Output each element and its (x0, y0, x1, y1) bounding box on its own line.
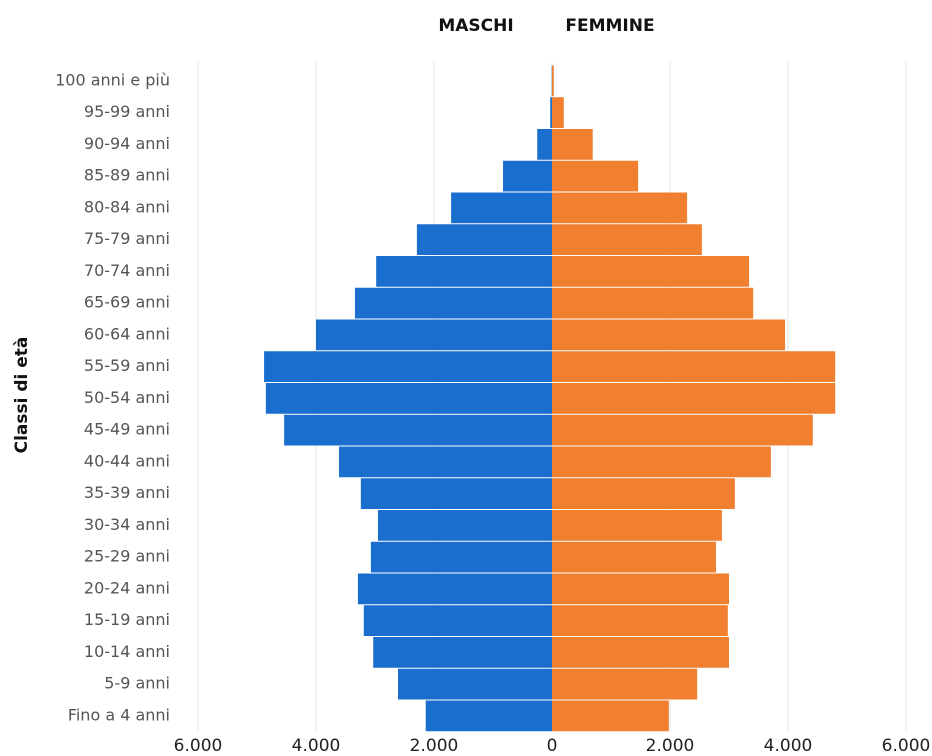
bar (552, 700, 669, 732)
bar (377, 510, 552, 541)
y-tick-label: 90-94 anni (84, 134, 170, 153)
y-tick-label: 85-89 anni (84, 166, 170, 185)
y-tick-label: 40-44 anni (84, 451, 170, 470)
y-tick-label: 65-69 anni (84, 293, 170, 312)
y-axis-label: Classi di età (12, 337, 32, 454)
x-tick-label: 6.000 (882, 736, 931, 756)
x-tick-label: 2.000 (646, 736, 695, 756)
y-tick-label: 25-29 anni (84, 547, 170, 566)
y-tick-label: 5-9 anni (104, 674, 170, 693)
bar (550, 97, 552, 128)
y-tick-label: 70-74 anni (84, 261, 170, 280)
series-header: FEMMINE (565, 16, 654, 36)
bar (552, 319, 786, 351)
bar (552, 97, 564, 128)
bar (552, 65, 554, 97)
y-tick-label: 50-54 anni (84, 388, 170, 407)
y-tick-label: 95-99 anni (84, 102, 170, 121)
bar (552, 541, 717, 573)
bar (360, 478, 552, 509)
bar (552, 414, 813, 446)
bar (284, 414, 552, 446)
y-tick-label: 55-59 anni (84, 356, 170, 375)
series-header: MASCHI (438, 16, 513, 36)
x-tick-label: 4.000 (292, 736, 341, 756)
bar (339, 446, 552, 478)
y-tick-label: 30-34 anni (84, 515, 170, 534)
x-tick-label: 0 (547, 736, 558, 756)
bar (357, 573, 552, 605)
bar (552, 129, 593, 160)
bar (552, 192, 688, 224)
y-tick-label: 75-79 anni (84, 229, 170, 248)
bar (416, 224, 552, 255)
bar (354, 287, 552, 319)
bar (552, 668, 698, 700)
bar (552, 224, 702, 255)
bar (451, 192, 552, 224)
bar (376, 256, 552, 287)
bar (552, 446, 771, 478)
bar (264, 351, 552, 382)
bar (503, 160, 552, 192)
bar (373, 637, 552, 668)
x-tick-label: 6.000 (174, 736, 223, 756)
x-tick-label: 2.000 (410, 736, 459, 756)
y-tick-label: 15-19 anni (84, 610, 170, 629)
bar (552, 573, 729, 605)
bar (537, 129, 552, 160)
y-tick-label: 100 anni e più (55, 70, 170, 89)
bar (363, 605, 552, 636)
bar (552, 510, 722, 541)
y-tick-label: 20-24 anni (84, 578, 170, 597)
bar (370, 541, 552, 573)
y-tick-label: 80-84 anni (84, 197, 170, 216)
bar (552, 478, 735, 509)
bar (552, 256, 750, 287)
bar (316, 319, 552, 351)
x-tick-label: 4.000 (764, 736, 813, 756)
bar (552, 605, 728, 636)
bar (552, 637, 729, 668)
y-tick-label: 45-49 anni (84, 420, 170, 439)
y-tick-label: 35-39 anni (84, 483, 170, 502)
bar (552, 383, 836, 414)
bar (425, 700, 552, 732)
y-tick-label: 10-14 anni (84, 642, 170, 661)
bar (398, 668, 552, 700)
bar (552, 351, 836, 382)
y-tick-label: 60-64 anni (84, 324, 170, 343)
bar (552, 287, 754, 319)
bar (265, 383, 552, 414)
bar (552, 160, 639, 192)
y-tick-label: Fino a 4 anni (68, 705, 170, 724)
